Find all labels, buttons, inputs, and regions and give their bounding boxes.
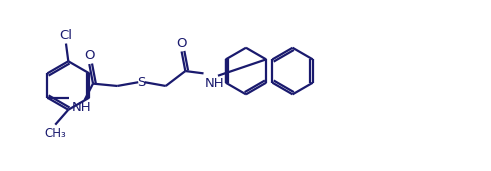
Text: NH: NH [72, 101, 91, 114]
Text: NH: NH [205, 77, 224, 90]
Text: Cl: Cl [59, 29, 73, 42]
Text: O: O [84, 49, 95, 62]
Text: O: O [176, 37, 187, 50]
Text: CH₃: CH₃ [44, 127, 66, 140]
Text: S: S [137, 76, 146, 89]
